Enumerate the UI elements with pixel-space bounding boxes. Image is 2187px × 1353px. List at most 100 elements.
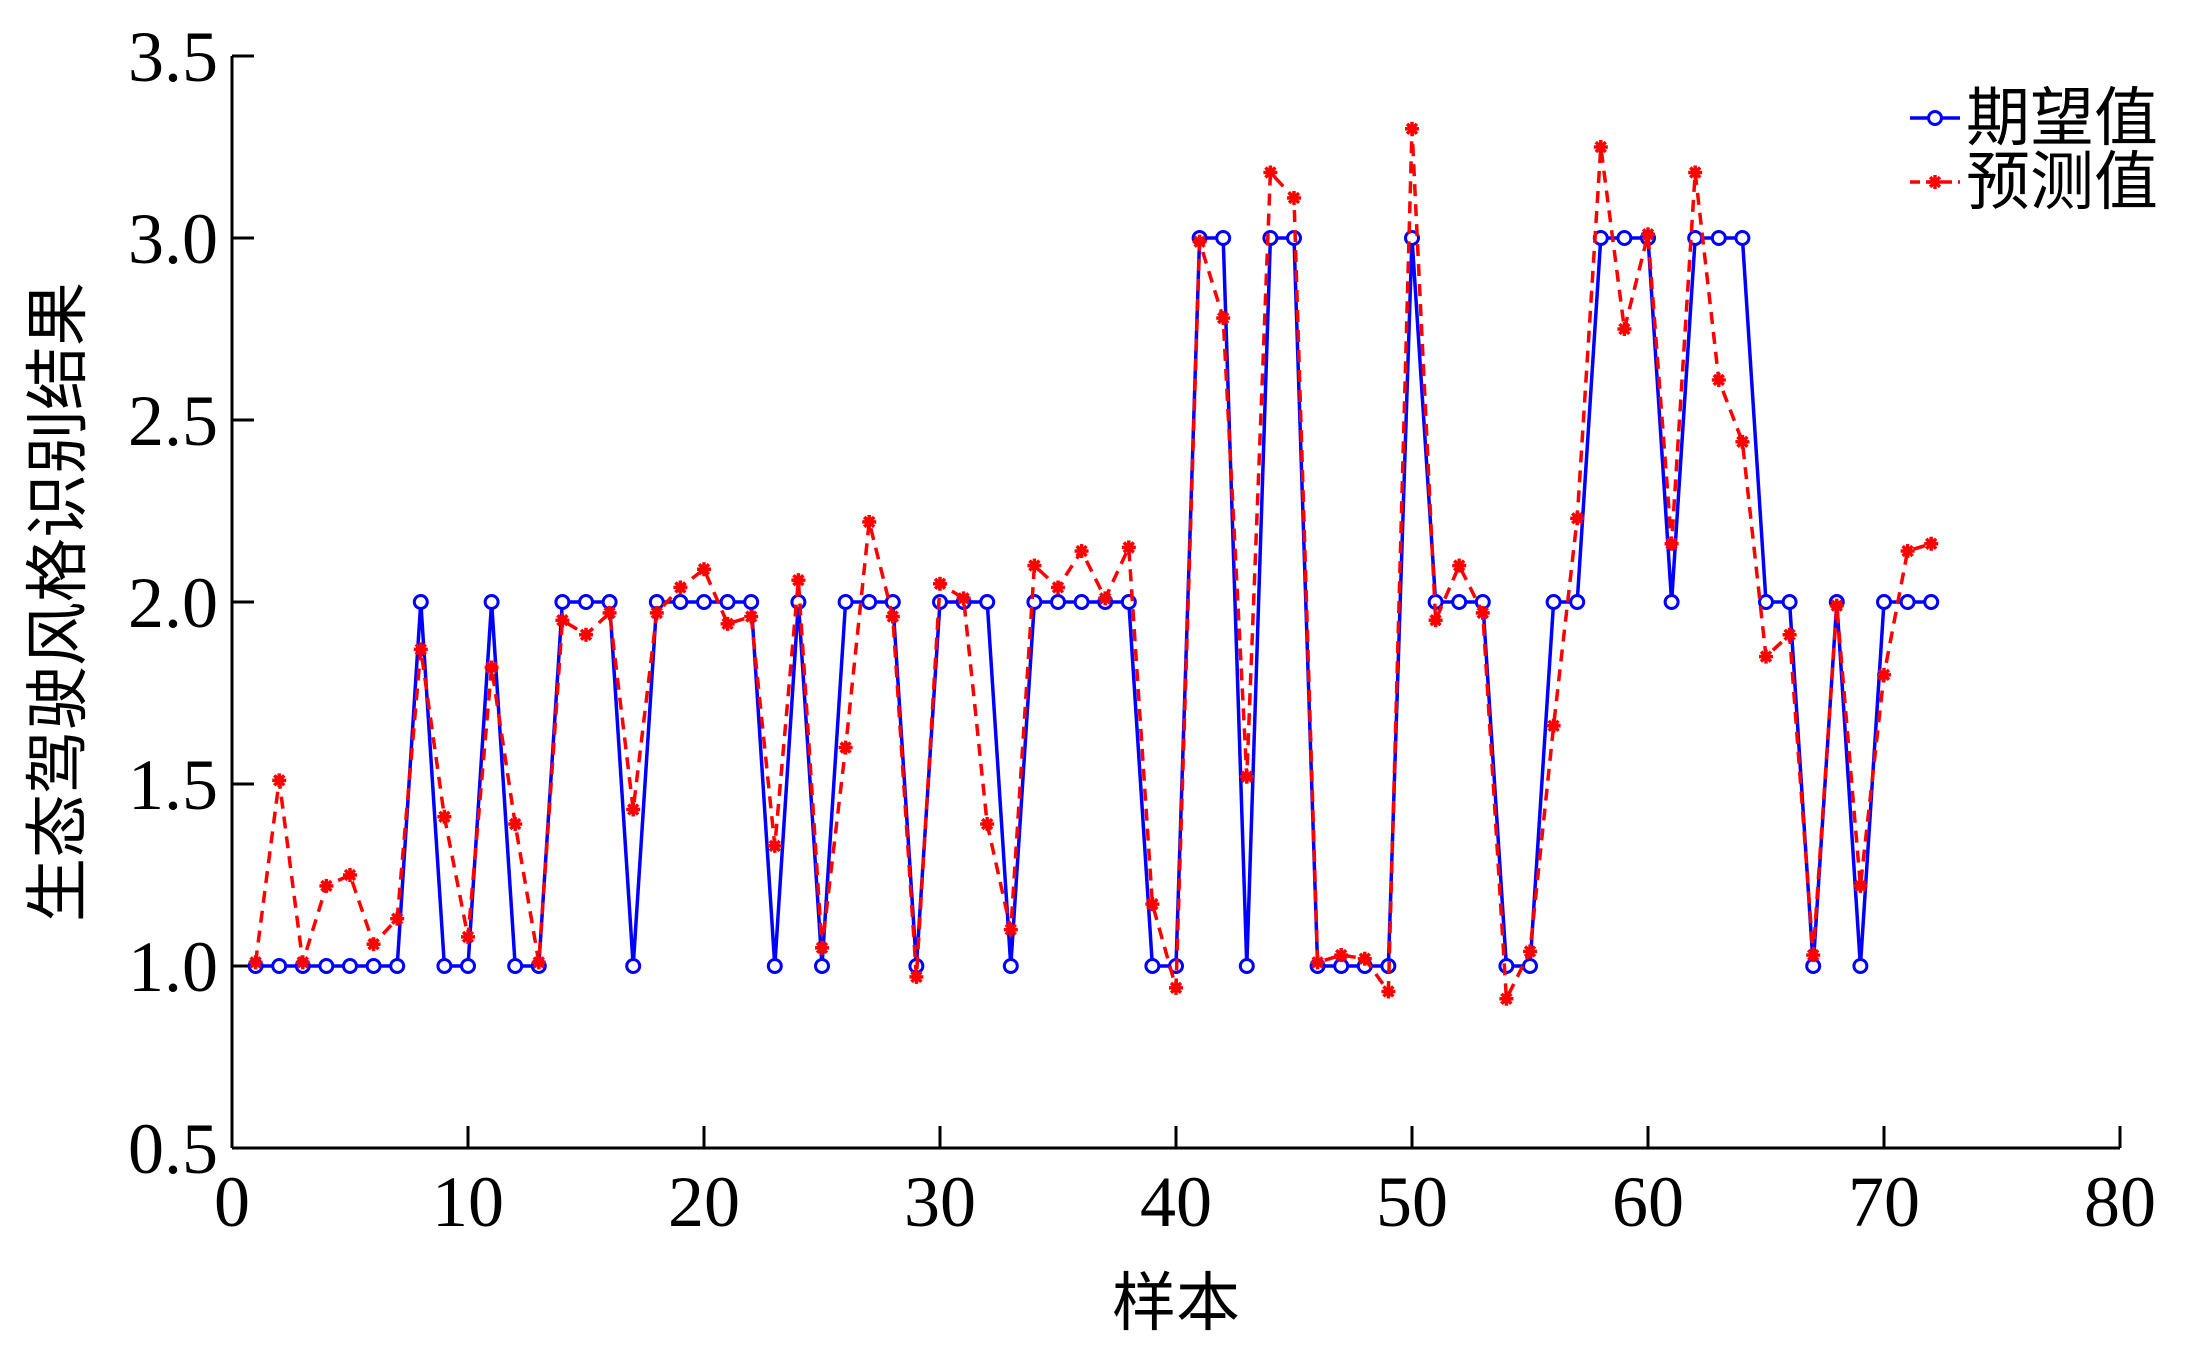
- data-point: [1121, 540, 1136, 555]
- data-point: [649, 605, 664, 620]
- data-point: [766, 958, 783, 974]
- data-point: [461, 929, 475, 944]
- data-point: [1215, 230, 1232, 246]
- data-point: [1663, 594, 1680, 610]
- legend-item: 预测值: [1910, 146, 2158, 220]
- data-point: [625, 958, 642, 974]
- data-point: [1451, 594, 1468, 610]
- data-point: [1735, 434, 1750, 449]
- data-point: [861, 594, 878, 610]
- data-point: [1310, 955, 1325, 970]
- data-point: [248, 955, 263, 970]
- data-point: [626, 802, 641, 817]
- data-point: [743, 594, 760, 610]
- data-point: [1546, 718, 1561, 733]
- data-point: [1098, 591, 1113, 606]
- data-point: [1475, 605, 1490, 620]
- data-point: [673, 580, 688, 595]
- data-point: [1144, 958, 1161, 974]
- series-2: [248, 121, 1939, 1006]
- data-point: [390, 911, 405, 926]
- series-line: [253, 128, 1932, 1006]
- data-point: [720, 616, 735, 631]
- data-point: [1026, 594, 1043, 610]
- legend-item: 期望值: [1910, 82, 2158, 156]
- data-point: [1050, 594, 1066, 610]
- data-point: [1759, 649, 1773, 664]
- x-tick-label: 40: [1140, 1162, 1212, 1242]
- data-point: [531, 955, 546, 970]
- data-point: [1334, 948, 1349, 963]
- data-point: [1876, 594, 1892, 610]
- data-point: [815, 940, 829, 955]
- x-tick-label: 30: [904, 1162, 976, 1242]
- data-point: [389, 958, 406, 974]
- y-tick-label: 3.0: [128, 199, 218, 279]
- data-point: [1570, 511, 1585, 526]
- y-axis-title: 生态驾驶风格识别结果: [22, 282, 96, 922]
- x-tick-label: 60: [1612, 1162, 1684, 1242]
- data-point: [1877, 667, 1891, 682]
- data-point: [838, 740, 853, 755]
- data-point: [272, 773, 287, 788]
- data-point: [1238, 958, 1255, 974]
- data-point: [814, 958, 830, 974]
- data-point: [1404, 230, 1420, 246]
- data-point: [507, 958, 524, 974]
- data-point: [1641, 227, 1655, 242]
- data-point: [744, 609, 759, 624]
- data-point: [696, 594, 712, 610]
- series-line: [255, 236, 1932, 968]
- data-point: [1262, 230, 1279, 246]
- data-point: [271, 958, 288, 974]
- data-point: [365, 958, 382, 974]
- data-point: [1853, 878, 1868, 893]
- x-tick-label: 50: [1376, 1162, 1448, 1242]
- y-tick-label: 2.0: [128, 563, 218, 643]
- data-point: [508, 817, 523, 832]
- data-point: [1357, 951, 1372, 966]
- data-point: [956, 591, 971, 606]
- data-point: [1027, 558, 1042, 573]
- data-point: [1239, 769, 1254, 784]
- y-tick-label: 1.0: [128, 927, 218, 1007]
- data-point: [1545, 594, 1562, 610]
- x-tick-label: 20: [668, 1162, 740, 1242]
- data-point: [1710, 230, 1727, 246]
- data-point: [1405, 121, 1419, 136]
- data-point: [1381, 984, 1396, 999]
- data-point: [555, 613, 570, 628]
- data-point: [1169, 980, 1183, 995]
- data-point: [719, 594, 736, 610]
- data-point: [436, 958, 453, 974]
- data-point: [1617, 322, 1632, 336]
- data-point: [413, 642, 428, 657]
- data-point: [909, 969, 924, 984]
- data-point: [1263, 165, 1278, 180]
- x-tick-label: 80: [2084, 1162, 2156, 1242]
- data-point: [1499, 991, 1514, 1006]
- data-point: [767, 838, 782, 853]
- data-point: [1216, 311, 1231, 326]
- data-point: [1852, 958, 1869, 974]
- data-point: [1003, 922, 1018, 937]
- y-tick-label: 1.5: [128, 745, 218, 825]
- data-point: [460, 958, 476, 974]
- data-point: [1924, 536, 1939, 551]
- data-point: [1523, 944, 1537, 959]
- y-tick-label: 3.5: [128, 17, 218, 97]
- data-point: [319, 878, 334, 893]
- data-point: [672, 594, 689, 610]
- data-point: [979, 594, 996, 610]
- data-point: [602, 605, 617, 620]
- data-point: [1051, 580, 1065, 595]
- legend-label: 预测值: [1966, 146, 2158, 220]
- y-tick-label: 0.5: [128, 1109, 218, 1189]
- data-point: [837, 594, 854, 610]
- data-point: [1452, 558, 1467, 573]
- data-point: [862, 514, 877, 529]
- data-point: [1781, 594, 1798, 610]
- data-point: [884, 594, 901, 610]
- data-point: [1664, 536, 1679, 551]
- data-point: [933, 576, 947, 591]
